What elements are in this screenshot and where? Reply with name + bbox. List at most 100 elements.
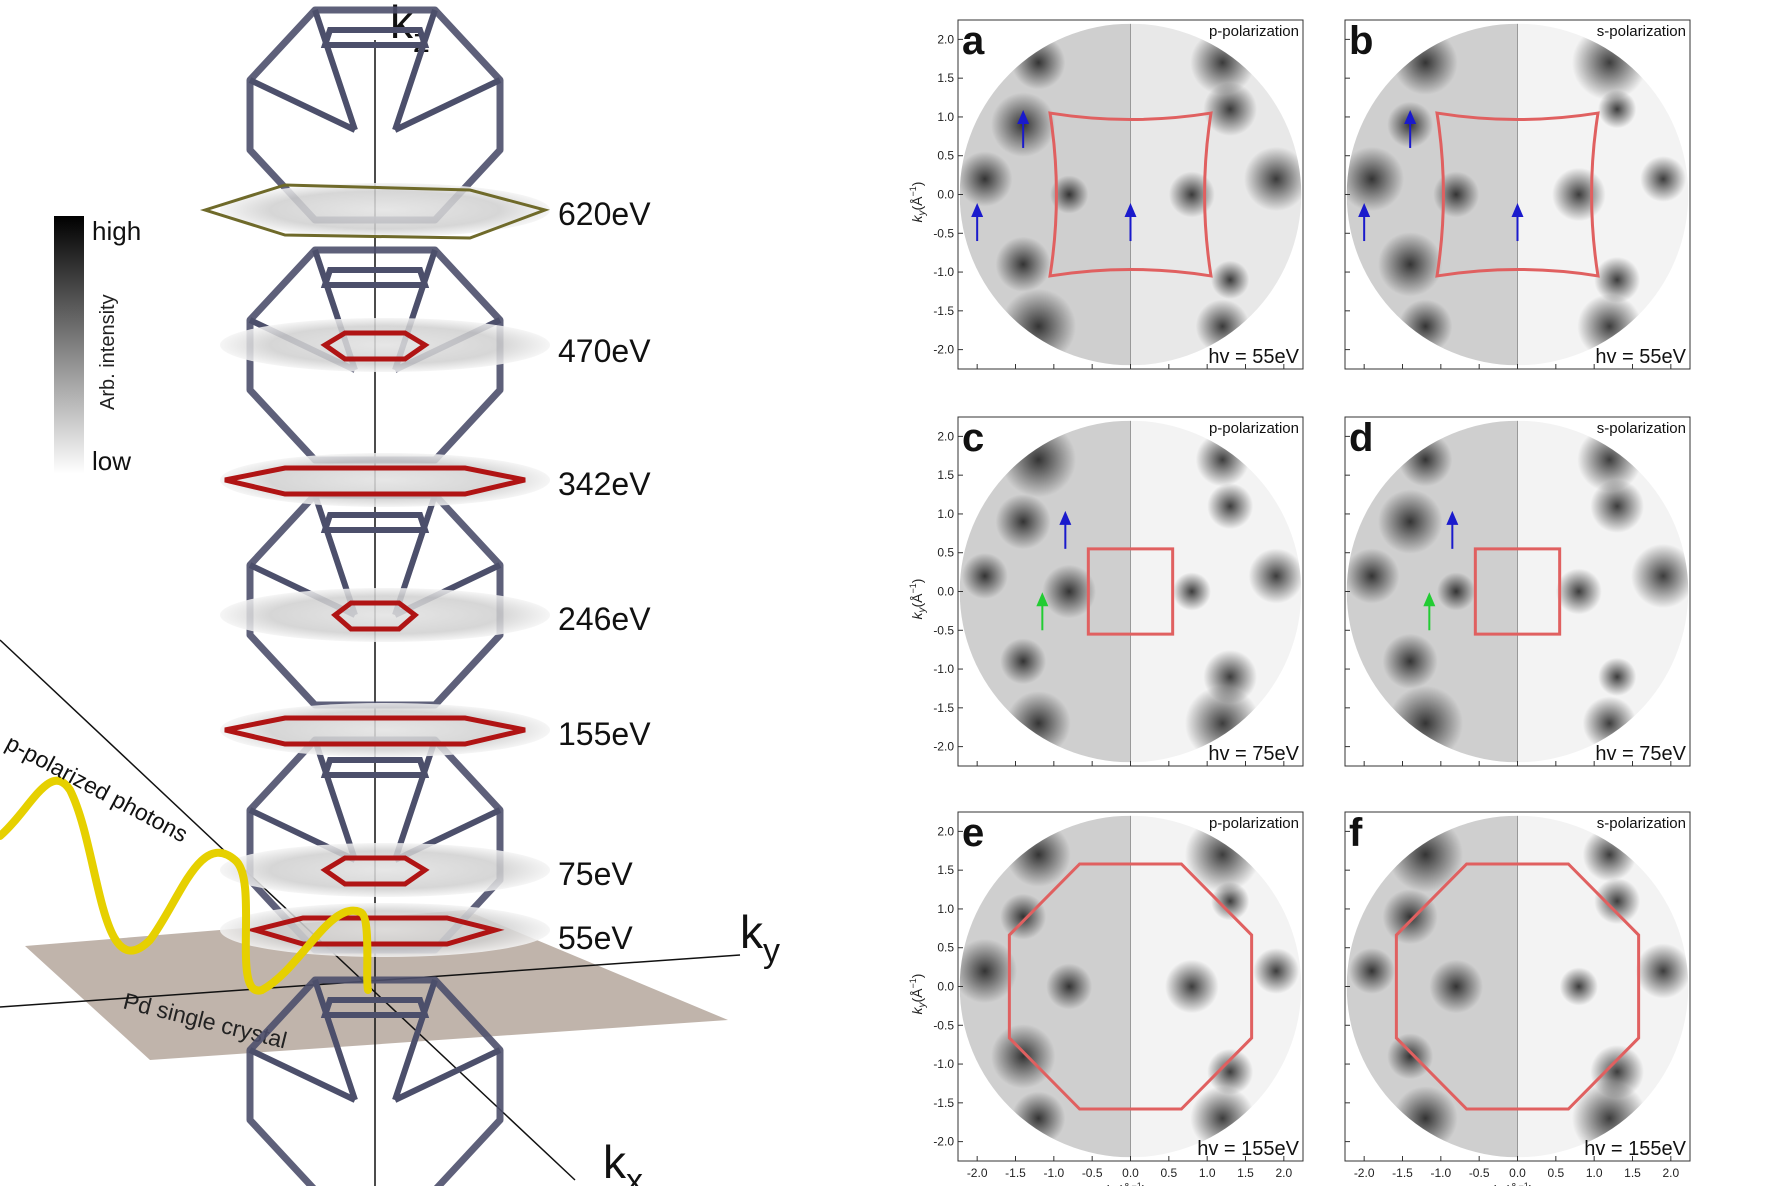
photons-label: p-polarized photons (2, 729, 193, 847)
colorbar-low: low (92, 446, 131, 476)
y-tick-label: -2.0 (933, 343, 954, 357)
y-tick-label: -2.0 (933, 1135, 954, 1149)
energy-disc: 470eV (220, 318, 651, 372)
y-tick-label: -1.0 (933, 265, 954, 279)
x-tick-label: -2.0 (967, 1166, 988, 1180)
colorbar-high: high (92, 216, 141, 246)
y-tick-label: 2.0 (937, 824, 954, 838)
bz-schematic: Pd single crystal kz ky kx high low Arb.… (0, 0, 780, 1186)
arrow-blue (1017, 109, 1030, 148)
panel-letter: e (962, 811, 984, 855)
y-tick-label: 2.0 (937, 429, 954, 443)
arrow-green (1036, 592, 1049, 631)
energy-label: 75eV (558, 856, 633, 892)
y-axis-label: ky(Å−1) (908, 974, 928, 1015)
panel-letter: a (962, 19, 985, 63)
arrow-blue (1059, 510, 1072, 549)
x-tick-label: 1.0 (1586, 1166, 1603, 1180)
panel-e: e p-polarization hv = 155eV -2.0 2.0 -1.5 1.5 -… (908, 811, 1304, 1186)
y-tick-label: 0.5 (937, 546, 954, 560)
photon-energy-label: hv = 155eV (1584, 1138, 1686, 1160)
polarization-label: p-polarization (1209, 815, 1299, 832)
arrow-blue (1446, 510, 1459, 549)
energy-label: 246eV (558, 601, 651, 637)
panel-letter: d (1349, 416, 1373, 460)
y-tick-label: 1.5 (937, 71, 954, 85)
x-tick-label: 2.0 (1275, 1166, 1292, 1180)
arrow-blue (1358, 203, 1371, 242)
arrow-blue (1511, 203, 1524, 242)
x-tick-label: -1.5 (1005, 1166, 1026, 1180)
polarization-label: s-polarization (1597, 815, 1686, 832)
panel-letter: f (1349, 811, 1363, 855)
y-tick-label: 1.0 (937, 507, 954, 521)
ky-label: ky (740, 906, 780, 970)
panel-d: d s-polarization hv = 75eV (1344, 416, 1691, 767)
y-tick-label: -1.5 (933, 304, 954, 318)
y-tick-label: 1.5 (937, 468, 954, 482)
y-tick-label: -0.5 (933, 226, 954, 240)
photon-energy-label: hv = 75eV (1208, 743, 1299, 765)
photon-energy-label: hv = 155eV (1197, 1138, 1299, 1160)
x-tick-label: -0.5 (1082, 1166, 1103, 1180)
x-axis-label: kx(Å−1) (1493, 1181, 1534, 1186)
panel-a: a p-polarization hv = 55eV 2.0 1.5 1.0 0.5 0.0 -… (908, 19, 1304, 370)
y-tick-label: -2.0 (933, 740, 954, 754)
x-tick-label: 0.5 (1160, 1166, 1177, 1180)
y-tick-label: 1.5 (937, 863, 954, 877)
photon-energy-label: hv = 55eV (1208, 346, 1299, 368)
x-tick-label: -1.0 (1043, 1166, 1064, 1180)
energy-disc: 75eV (220, 843, 633, 897)
brillouin-zone-cell (246, 976, 504, 1186)
energy-label: 155eV (558, 716, 651, 752)
x-tick-label: 2.0 (1662, 1166, 1679, 1180)
panel-letter: c (962, 416, 984, 460)
energy-label: 342eV (558, 466, 651, 502)
kx-label: kx (603, 1136, 643, 1186)
x-tick-label: 0.0 (1122, 1166, 1139, 1180)
polarization-label: p-polarization (1209, 23, 1299, 40)
y-axis-label: ky(Å−1) (908, 579, 928, 620)
y-tick-label: 0.0 (937, 585, 954, 599)
x-tick-label: 1.0 (1199, 1166, 1216, 1180)
polarization-label: s-polarization (1597, 420, 1686, 437)
x-tick-label: 1.5 (1624, 1166, 1641, 1180)
energy-label: 55eV (558, 920, 633, 956)
y-axis-label: ky(Å−1) (908, 182, 928, 223)
y-tick-label: 0.0 (937, 188, 954, 202)
x-tick-label: 0.0 (1509, 1166, 1526, 1180)
y-tick-label: 0.5 (937, 149, 954, 163)
photon-energy-label: hv = 55eV (1595, 346, 1686, 368)
fermi-surface-panels: a p-polarization hv = 55eV 2.0 1.5 1.0 0.5 0.0 -… (908, 19, 1691, 1186)
energy-label: 470eV (558, 333, 651, 369)
y-tick-label: 1.0 (937, 110, 954, 124)
y-tick-label: 2.0 (937, 32, 954, 46)
energy-disc: 246eV (220, 588, 651, 642)
intensity-map (959, 420, 1302, 763)
y-tick-label: -0.5 (933, 1018, 954, 1032)
photon-energy-label: hv = 75eV (1595, 743, 1686, 765)
energy-disc: 55eV (220, 903, 633, 957)
colorbar-label: Arb. intensity (97, 294, 119, 410)
y-tick-label: 0.0 (937, 980, 954, 994)
x-tick-label: -1.0 (1430, 1166, 1451, 1180)
panel-b: b s-polarization hv = 55eV (1344, 19, 1691, 370)
x-tick-label: -2.0 (1354, 1166, 1375, 1180)
x-tick-label: 1.5 (1237, 1166, 1254, 1180)
colorbar (54, 216, 84, 474)
panel-f: f s-polarization hv = 155eV -2.0 -1.5 -1.0 -0.… (1344, 811, 1691, 1186)
y-tick-label: -0.5 (933, 623, 954, 637)
photon-wave (0, 776, 372, 995)
crystal-plane (25, 910, 728, 1060)
energy-disc: 342eV (220, 453, 651, 507)
y-tick-label: -1.0 (933, 662, 954, 676)
x-tick-label: -0.5 (1469, 1166, 1490, 1180)
x-axis-label: kx(Å−1) (1106, 1181, 1147, 1186)
polarization-label: p-polarization (1209, 420, 1299, 437)
y-tick-label: -1.0 (933, 1057, 954, 1071)
polarization-label: s-polarization (1597, 23, 1686, 40)
arrow-blue (1124, 203, 1137, 242)
arrow-green (1423, 592, 1436, 631)
y-tick-label: -1.5 (933, 1096, 954, 1110)
